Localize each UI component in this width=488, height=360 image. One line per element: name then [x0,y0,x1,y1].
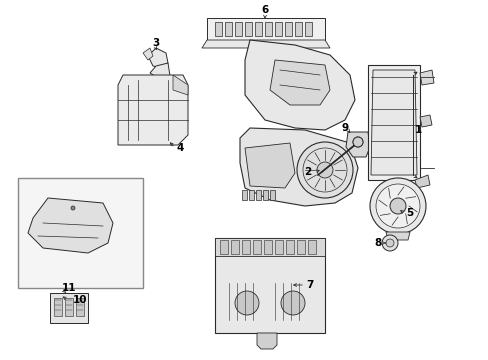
Polygon shape [173,75,187,95]
Circle shape [375,184,419,228]
Polygon shape [269,60,329,105]
Bar [285,240,293,254]
Text: 10: 10 [73,295,87,305]
Bar [50,293,88,323]
Circle shape [381,235,397,251]
Bar [242,190,246,200]
Text: 3: 3 [152,38,159,48]
Circle shape [235,291,259,315]
Bar [65,298,73,316]
Bar [76,298,84,316]
Polygon shape [118,75,187,145]
Circle shape [389,198,405,214]
Polygon shape [419,70,433,85]
Bar [269,190,274,200]
Bar [264,240,271,254]
Polygon shape [244,143,294,188]
Bar [230,240,239,254]
Bar [244,22,251,36]
Polygon shape [346,132,369,157]
Circle shape [71,206,75,210]
Text: 6: 6 [261,5,268,15]
Text: 1: 1 [413,125,421,135]
Polygon shape [240,128,357,206]
Bar [252,240,261,254]
Circle shape [352,137,362,147]
Text: 2: 2 [304,167,311,177]
Bar [215,22,222,36]
Ellipse shape [225,282,267,324]
Text: 7: 7 [305,280,313,290]
Bar [274,22,282,36]
Ellipse shape [271,282,313,324]
Bar [256,190,261,200]
Polygon shape [202,40,329,48]
Circle shape [316,162,332,178]
Bar [224,22,231,36]
Bar [235,22,242,36]
Polygon shape [419,115,431,127]
Bar [248,190,253,200]
Circle shape [281,291,305,315]
Circle shape [369,178,425,234]
Polygon shape [385,232,409,240]
Polygon shape [257,333,276,349]
Text: 9: 9 [341,123,348,133]
Text: 8: 8 [374,238,381,248]
Bar [296,240,305,254]
Bar [254,22,262,36]
Bar [285,22,291,36]
Circle shape [385,239,393,247]
Bar [264,22,271,36]
Bar [215,238,325,333]
Polygon shape [142,48,153,60]
Bar [54,298,62,316]
Bar [294,22,302,36]
Polygon shape [370,70,416,175]
Circle shape [352,137,362,147]
Bar [263,190,267,200]
Polygon shape [414,175,429,188]
Polygon shape [150,63,170,78]
Text: 11: 11 [61,283,76,293]
Bar [307,240,315,254]
Bar [274,240,283,254]
Bar [18,178,142,288]
Text: 5: 5 [406,208,413,218]
Circle shape [296,142,352,198]
Polygon shape [244,40,354,130]
Bar [242,240,249,254]
Polygon shape [28,198,113,253]
Polygon shape [148,48,168,68]
Bar [305,22,311,36]
Bar [367,65,419,180]
Text: 4: 4 [176,143,183,153]
Bar [215,238,325,256]
Bar [206,18,325,40]
Bar [220,240,227,254]
